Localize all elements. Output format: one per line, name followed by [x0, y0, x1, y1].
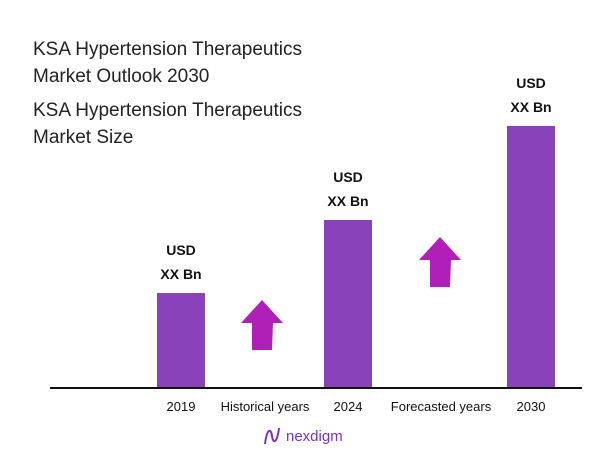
x-tick-label: 2024 — [333, 399, 363, 414]
data-label: XX Bn — [327, 192, 369, 209]
bar-2030 — [507, 125, 555, 388]
nexdigm-logo-icon — [264, 427, 280, 445]
logo-text: nexdigm — [286, 427, 343, 445]
data-label: USD — [516, 74, 546, 91]
data-label: USD — [333, 168, 363, 185]
logo: nexdigm — [262, 426, 343, 446]
arrow-up-icon — [241, 300, 283, 350]
annotation-forecasted: Forecasted years — [390, 399, 492, 414]
arrow-up-icon — [419, 237, 461, 287]
chart-subtitle: KSA Hypertension Therapeutics Market Siz… — [33, 100, 302, 148]
data-label: USD — [166, 241, 196, 258]
x-tick-label: 2030 — [516, 399, 546, 414]
x-tick-label: 2019 — [166, 399, 196, 414]
data-label: XX Bn — [510, 98, 552, 115]
bar-2019 — [157, 292, 205, 388]
data-label: XX Bn — [160, 265, 202, 282]
chart-title: KSA Hypertension Therapeutics Market Out… — [33, 39, 302, 87]
annotation-historical: Historical years — [220, 399, 310, 414]
bar-2024 — [324, 219, 372, 388]
x-axis — [50, 387, 582, 389]
